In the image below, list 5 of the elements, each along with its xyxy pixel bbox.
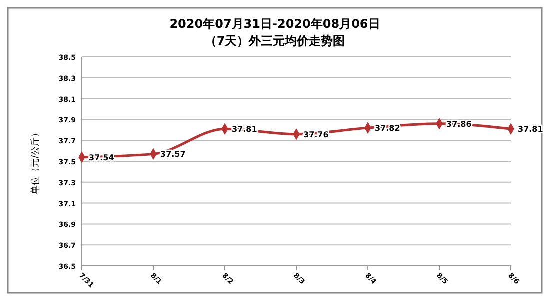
chart-title: 2020年07月31日-2020年08月06日 [170, 17, 380, 31]
data-label: 37.57 [160, 150, 186, 160]
y-axis-title: 单位（元/公斤） [30, 128, 41, 195]
chart-subtitle: （7天）外三元均价走势图 [204, 34, 346, 48]
data-label: 37.81 [518, 125, 544, 134]
